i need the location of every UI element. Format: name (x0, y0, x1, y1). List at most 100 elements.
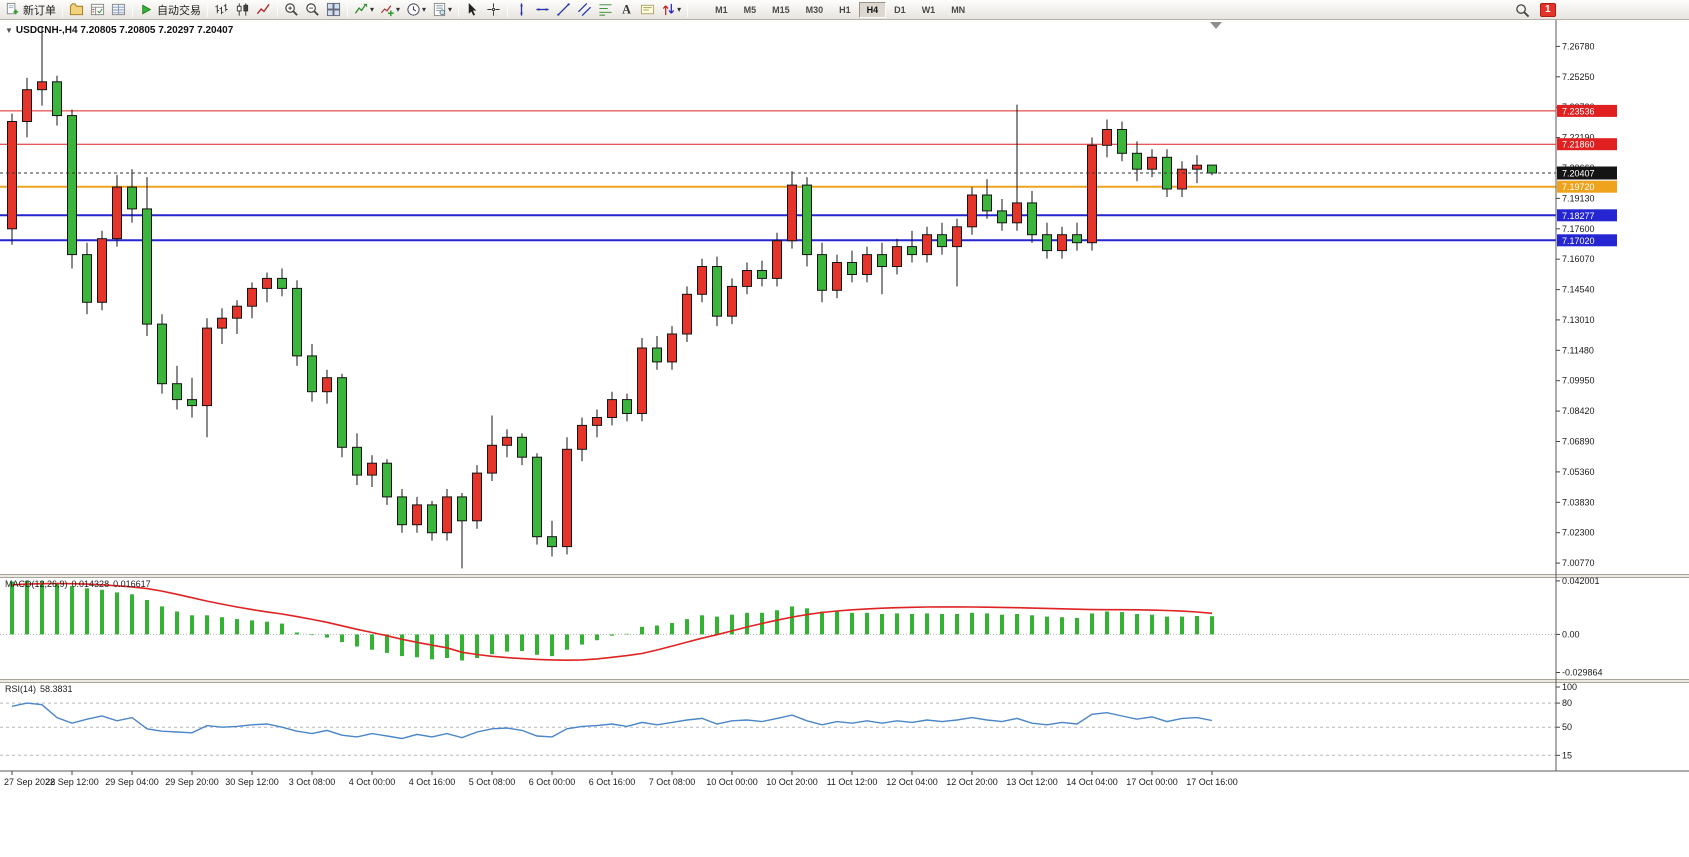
one-click-trading-toggle[interactable]: ▼ (5, 26, 13, 35)
timeframe-button-w1[interactable]: W1 (921, 4, 936, 15)
svg-text:12 Oct 04:00: 12 Oct 04:00 (886, 777, 938, 787)
panel-splitter[interactable] (0, 679, 1689, 683)
timeframe-button-h1[interactable]: H1 (839, 4, 851, 15)
svg-text:7.16070: 7.16070 (1562, 254, 1595, 264)
svg-text:10 Oct 20:00: 10 Oct 20:00 (766, 777, 818, 787)
channel-icon (577, 2, 592, 17)
price-labels: 7.23536 7.21860 7.19720 7.18277 7.17020 7.204… (1557, 104, 1617, 247)
bar-chart-button[interactable] (211, 1, 232, 19)
toolbar-separator (62, 2, 63, 17)
add-indicator-button[interactable]: ▾ (377, 1, 403, 19)
svg-text:7.23536: 7.23536 (1562, 106, 1595, 116)
market-watch-button[interactable] (87, 1, 108, 19)
rsi-label: RSI(14) 58.3831 (5, 684, 77, 694)
dropdown-caret-icon: ▾ (422, 4, 427, 14)
svg-text:7.03830: 7.03830 (1562, 497, 1595, 507)
level-lines (0, 110, 1556, 242)
play-icon (139, 2, 154, 17)
add-indicator-icon (380, 2, 395, 17)
crosshair-button[interactable] (483, 1, 504, 19)
arrows-button[interactable]: ▾ (658, 1, 684, 19)
svg-text:7.05360: 7.05360 (1562, 467, 1595, 477)
rsi-value: 58.3831 (40, 684, 73, 694)
timeframe-button-m30[interactable]: M30 (805, 4, 824, 15)
price-axis[interactable]: 7.267807.252507.237207.221907.206607.191… (1556, 41, 1603, 760)
text-label-button[interactable] (637, 1, 658, 19)
toolbar-separator (277, 2, 278, 17)
search-button[interactable] (1512, 1, 1533, 19)
new-order-button[interactable]: 新订单 (2, 1, 59, 19)
svg-text:7.11480: 7.11480 (1562, 345, 1594, 355)
timeframe-button-mn[interactable]: MN (951, 4, 966, 15)
dropdown-caret-icon: ▾ (396, 4, 401, 14)
svg-text:7.09950: 7.09950 (1562, 376, 1595, 386)
fibonacci-button[interactable] (595, 1, 616, 19)
svg-text:7.00770: 7.00770 (1562, 558, 1595, 568)
svg-text:30 Sep 12:00: 30 Sep 12:00 (225, 777, 279, 787)
svg-text:7.14540: 7.14540 (1562, 285, 1595, 295)
profiles-button[interactable] (66, 1, 87, 19)
fibonacci-icon (598, 2, 613, 17)
zoom-out-button[interactable] (302, 1, 323, 19)
zoom-in-button[interactable] (281, 1, 302, 19)
toolbar: 新订单 自动交易 ▾ ▾ ▾ ▾ A ▾ M1 M5 M15 M30 H1 H4 D1 W1 MN (0, 0, 1689, 20)
toolbar-separator (132, 2, 133, 17)
search-icon (1515, 3, 1530, 18)
svg-text:7.02300: 7.02300 (1562, 528, 1595, 538)
vertical-line-button[interactable] (511, 1, 532, 19)
tile-windows-icon (326, 2, 341, 17)
period-selector-button[interactable]: ▾ (403, 1, 429, 19)
timeframe-button-d1[interactable]: D1 (894, 4, 906, 15)
notification-badge[interactable]: 1 (1540, 3, 1556, 17)
svg-text:4 Oct 00:00: 4 Oct 00:00 (349, 777, 396, 787)
channel-button[interactable] (574, 1, 595, 19)
text-icon: A (619, 2, 634, 17)
new-order-icon (5, 2, 20, 17)
toolbar-separator (458, 2, 460, 17)
candlestick-chart-button[interactable] (232, 1, 253, 19)
candlestick-icon (235, 2, 250, 17)
svg-text:6 Oct 00:00: 6 Oct 00:00 (529, 777, 576, 787)
crosshair-icon (486, 2, 501, 17)
timeframe-button-h4[interactable]: H4 (858, 1, 887, 18)
svg-text:7.18277: 7.18277 (1562, 211, 1595, 221)
data-window-button[interactable] (108, 1, 129, 19)
svg-text:-0.029864: -0.029864 (1562, 668, 1603, 678)
timeframe-button-m5[interactable]: M5 (743, 4, 757, 15)
market-watch-icon (90, 2, 105, 17)
horizontal-line-button[interactable] (532, 1, 553, 19)
dropdown-caret-icon: ▾ (677, 4, 682, 14)
svg-text:0.042001: 0.042001 (1562, 576, 1600, 586)
svg-text:15: 15 (1562, 750, 1572, 760)
macd-panel (0, 580, 1556, 662)
svg-text:7.19720: 7.19720 (1562, 182, 1595, 192)
text-button[interactable]: A (616, 1, 637, 19)
template-icon (432, 2, 447, 17)
svg-text:29 Sep 04:00: 29 Sep 04:00 (105, 777, 159, 787)
cursor-icon (465, 2, 480, 17)
auto-trading-button[interactable]: 自动交易 (136, 1, 204, 19)
svg-text:100: 100 (1562, 682, 1577, 692)
indicators-icon (354, 2, 369, 17)
templates-button[interactable]: ▾ (429, 1, 455, 19)
svg-text:7.06890: 7.06890 (1562, 437, 1595, 447)
line-chart-button[interactable] (253, 1, 274, 19)
timeframe-button-m15[interactable]: M15 (772, 4, 790, 15)
panel-splitter[interactable] (0, 574, 1689, 578)
trendline-button[interactable] (553, 1, 574, 19)
macd-signal-line (11, 582, 1213, 662)
toolbar-separator (347, 2, 348, 17)
chart-shift-marker (1210, 22, 1222, 29)
macd-signal-value: 0.016617 (113, 579, 151, 589)
indicators-button[interactable]: ▾ (351, 1, 377, 19)
timeframe-button-m1[interactable]: M1 (715, 4, 728, 15)
auto-trading-button-label: 自动交易 (157, 4, 201, 17)
tile-windows-button[interactable] (323, 1, 344, 19)
svg-text:11 Oct 12:00: 11 Oct 12:00 (827, 777, 878, 787)
svg-text:13 Oct 12:00: 13 Oct 12:00 (1006, 777, 1058, 787)
cursor-button[interactable] (462, 1, 483, 19)
svg-text:7.17020: 7.17020 (1562, 236, 1595, 246)
macd-value: 0.014328 (71, 579, 110, 589)
